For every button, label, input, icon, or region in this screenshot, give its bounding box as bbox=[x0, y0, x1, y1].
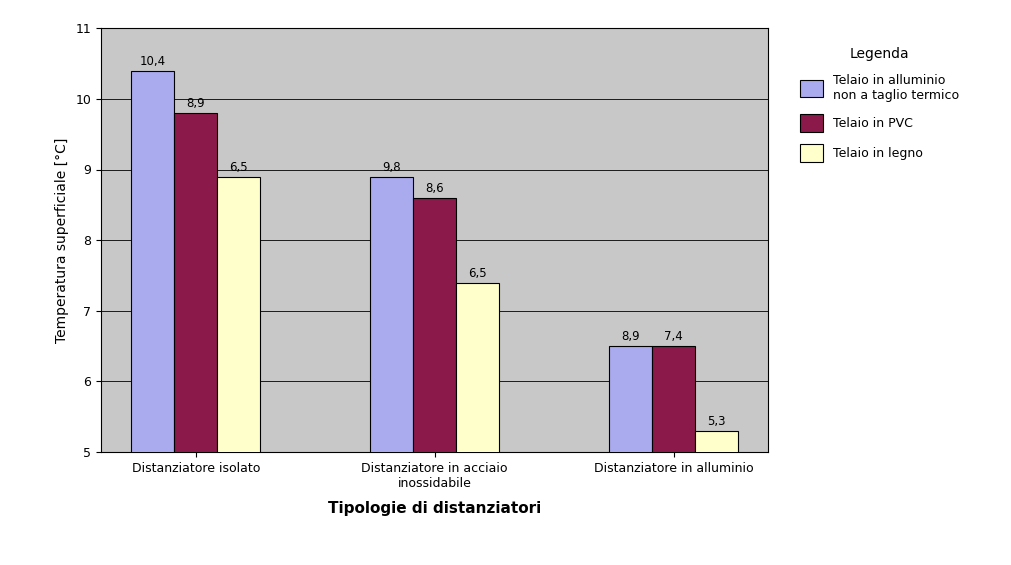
Text: 5,3: 5,3 bbox=[708, 415, 726, 428]
Text: 6,5: 6,5 bbox=[229, 161, 249, 174]
Y-axis label: Temperatura superficiale [°C]: Temperatura superficiale [°C] bbox=[55, 137, 69, 343]
Bar bbox=[175, 113, 217, 565]
Bar bbox=[370, 176, 413, 565]
Text: 8,9: 8,9 bbox=[621, 331, 640, 344]
Bar bbox=[609, 346, 652, 565]
Bar bbox=[131, 71, 175, 565]
Bar bbox=[456, 282, 499, 565]
Bar bbox=[652, 346, 695, 565]
Bar bbox=[695, 431, 738, 565]
Text: 9,8: 9,8 bbox=[382, 161, 401, 174]
Bar bbox=[413, 198, 456, 565]
Text: 10,4: 10,4 bbox=[140, 55, 166, 68]
Text: 8,6: 8,6 bbox=[426, 182, 444, 195]
Text: 6,5: 6,5 bbox=[468, 267, 487, 280]
Text: 8,9: 8,9 bbox=[187, 97, 205, 110]
Legend: Telaio in alluminio
non a taglio termico, Telaio in PVC, Telaio in legno: Telaio in alluminio non a taglio termico… bbox=[788, 34, 972, 175]
Text: 7,4: 7,4 bbox=[664, 331, 682, 344]
Bar bbox=[217, 176, 261, 565]
X-axis label: Tipologie di distanziatori: Tipologie di distanziatori bbox=[329, 501, 541, 516]
